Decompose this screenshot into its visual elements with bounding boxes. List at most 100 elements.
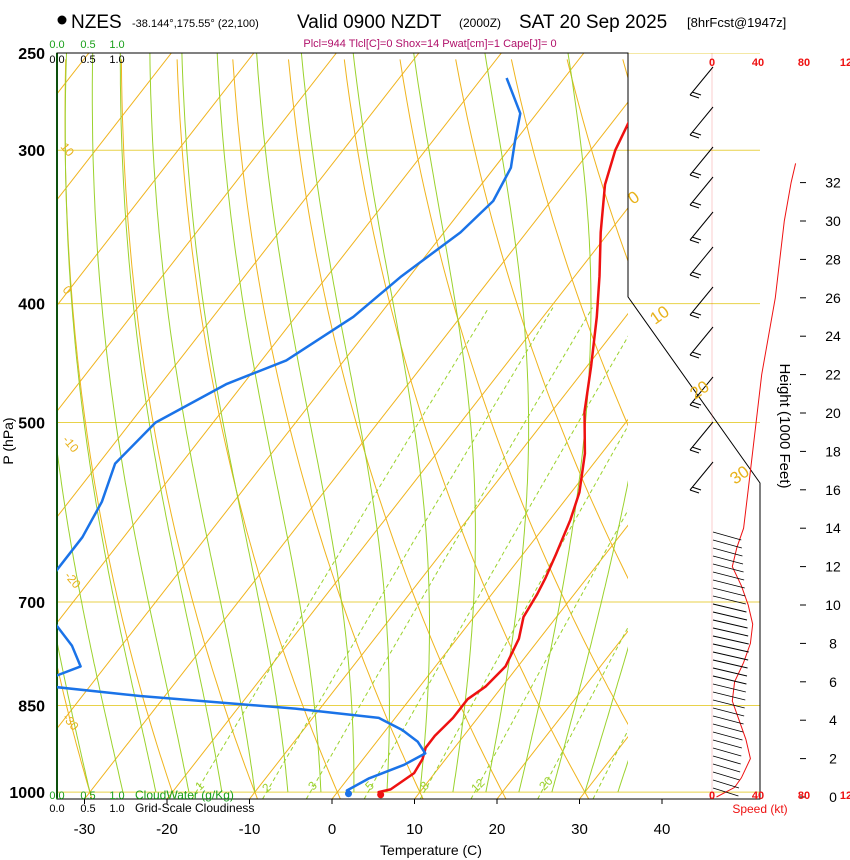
wind-barb [712,611,748,621]
height-tick-label: 14 [825,520,841,536]
height-tick-label: 8 [829,635,837,651]
isotherm-line [57,53,337,412]
wind-barb [712,659,748,669]
x-tick-label: 10 [406,821,423,838]
height-tick-label: 20 [825,405,841,421]
valid-date: SAT 20 Sep 2025 [519,12,667,33]
wind-barb [712,755,741,765]
y-axis-title: P (hPa) [0,417,16,464]
isotherm-line [166,207,628,799]
moist-adiabat-line [518,53,592,793]
wind-barb [712,603,747,613]
wind-barb [689,376,714,406]
mixing-ratio-label: 2 [259,780,274,795]
isotherm-line [57,53,420,518]
cloudiness-tick-label: 0.5 [80,54,95,66]
wind-barb-flag [691,131,702,136]
wind-barb-flag [689,239,700,244]
speed-tick-label: 40 [752,57,764,69]
wind-barb [712,715,744,725]
wind-barb-flag [691,91,702,96]
height-tick-label: 16 [825,482,841,498]
mixing-ratio-line [363,335,628,799]
height-tick-label: 10 [825,597,841,613]
dry-adiabat-line [176,59,341,799]
dry-adiabat-line [846,59,850,799]
pressure-axis-ticks: 1000 850 700 500 400 300 250 [9,46,45,802]
wind-barb [689,176,714,206]
wind-barb [712,579,745,589]
x-tick-label: -20 [156,821,178,838]
station-name: NZES [71,12,122,33]
height-tick-label: 6 [829,674,837,690]
pressure-tick-label: 300 [18,143,45,160]
isotherm-line [57,53,172,201]
wind-barb [712,731,743,741]
mixing-ratio-line [191,307,490,799]
moist-adiabat-line [684,0,850,792]
height-tick-label: 0 [829,789,837,805]
cloudwater-tick-label: 0.0 [49,39,64,51]
dry-adiabat-line [64,59,176,799]
wind-barb-flag [689,204,700,209]
dry-adiabat-lines [57,59,850,799]
speed-tick-label: 80 [798,790,810,802]
wind-barb [689,106,714,136]
isotherm-label: 10 [58,140,78,159]
x-axis-ticks: -30 -20 -10 0 10 20 30 40 [74,799,670,838]
moist-adiabat-line [149,53,256,793]
dry-adiabat-line [343,59,590,799]
moist-adiabat-line [119,53,223,793]
moist-adiabat-line [64,53,157,793]
wind-barbs [689,66,749,797]
dry-adiabat-line [120,59,258,799]
dry-adiabat-label: 20 [686,377,712,403]
wind-barb [712,723,744,733]
isotherm-label: -20 [62,569,84,592]
cloudiness-tick-label: 1.0 [109,54,124,66]
plot-frame [56,52,761,800]
x-axis-title: Temperature (C) [380,842,482,858]
speed-axis-title: Speed (kt) [732,802,787,816]
x-tick-label: -30 [74,821,96,838]
cloudiness-tick-label: 0.0 [49,803,64,815]
isotherm-line [331,418,628,799]
wind-barb [712,739,742,749]
pressure-tick-label: 850 [18,698,45,715]
wind-barb [689,211,714,241]
mixing-ratio-line [592,729,628,799]
height-tick-label: 28 [825,251,841,267]
cloudiness-tick-label: 0.5 [80,803,95,815]
wind-barb [689,146,714,176]
height-tick-label: 4 [829,712,837,728]
dry-adiabat-line [399,59,628,726]
cloudiness-label: Grid-Scale Cloudiness [135,801,254,815]
moist-adiabat-line [413,53,476,793]
mixing-ratio-lines [191,307,628,799]
moist-adiabat-line [57,639,91,793]
x-tick-label: 20 [489,821,506,838]
moist-adiabat-line [256,53,355,793]
height-tick-label: 22 [825,367,841,383]
wind-barb [689,461,714,491]
moist-adiabat-line [91,53,190,793]
pressure-tick-label: 250 [18,46,45,63]
cloudwater-tick-label: 1.0 [109,39,124,51]
height-tick-label: 24 [825,328,841,344]
wind-barb [712,627,749,637]
isotherm-line [57,53,502,624]
wind-barb [712,619,748,629]
wind-barb [712,771,740,781]
surface-dewpoint-point [345,790,353,798]
moist-adiabat-line [352,53,430,793]
wind-barb [689,326,714,356]
surface-points [345,790,385,799]
pressure-tick-label: 1000 [9,785,45,802]
wind-barb [712,691,746,701]
wind-barb [712,779,740,789]
wind-barb-flag [691,351,702,356]
wind-barb-flag [689,489,700,494]
pressure-tick-label: 400 [18,297,45,314]
